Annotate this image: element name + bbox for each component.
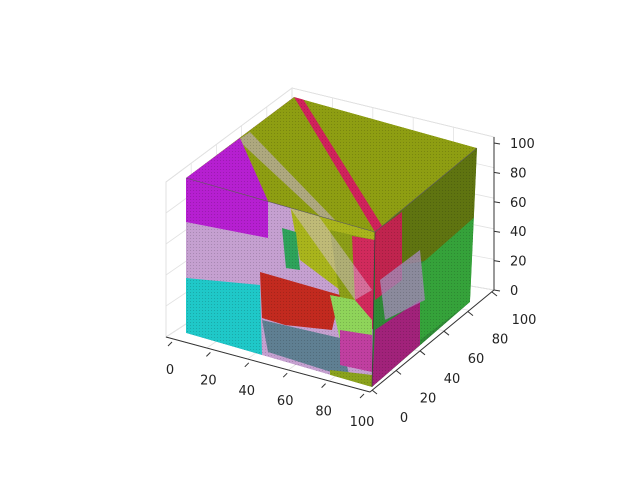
x-axis-tick-label: 80 (315, 405, 332, 420)
z-axis-tick-mark (493, 230, 501, 233)
z-axis-tick-label: 60 (510, 196, 527, 211)
z-axis-ticks: 0 20 40 60 80 100 (493, 137, 535, 299)
z-axis-tick-label: 20 (510, 255, 527, 270)
y-axis-tick-label: 40 (444, 372, 461, 387)
cube-edge-vertical (371, 231, 376, 388)
x-axis-tick-label: 40 (239, 384, 256, 399)
y-axis-tick-mark (395, 370, 402, 375)
y-axis-tick-label: 60 (468, 352, 485, 367)
y-axis-tick-label: 100 (512, 313, 537, 328)
x-axis-line (165, 336, 371, 393)
z-axis-tick-mark (493, 201, 501, 204)
y-axis-tick-mark (443, 330, 450, 336)
y-axis-tick-label: 0 (400, 411, 408, 426)
x-axis-ticks: 0 20 40 60 80 100 (166, 341, 375, 430)
back-grid-line (291, 87, 495, 138)
z-axis-tick-mark (493, 171, 501, 174)
y-axis-tick-label: 20 (420, 391, 437, 406)
x-axis-tick-mark (244, 362, 250, 368)
z-axis-tick-label: 100 (510, 137, 535, 152)
y-axis-tick-mark (419, 350, 426, 356)
y-axis-tick-label: 80 (492, 333, 509, 348)
z-axis-tick-label: 0 (510, 284, 518, 299)
y-axis-tick-mark (467, 311, 474, 316)
x-axis-tick-label: 60 (277, 394, 294, 409)
z-axis-tick-mark (493, 289, 501, 292)
x-axis-tick-label: 0 (166, 363, 174, 378)
x-axis-tick-mark (321, 383, 326, 388)
x-axis-tick-mark (359, 393, 365, 399)
z-axis-tick-label: 40 (510, 225, 527, 240)
x-axis-tick-mark (206, 352, 211, 357)
x-axis-tick-label: 100 (350, 415, 375, 430)
x-axis-tick-mark (167, 341, 173, 347)
x-axis-tick-label: 20 (200, 373, 217, 388)
side-grid-line (165, 87, 293, 183)
z-axis-tick-label: 80 (510, 166, 527, 181)
z-axis-tick-mark (493, 142, 501, 145)
z-axis-tick-mark (493, 260, 501, 263)
y-axis-tick-mark (491, 291, 498, 297)
x-axis-tick-mark (282, 372, 288, 378)
y-axis-tick-mark (371, 389, 378, 395)
y-axis-line (369, 289, 495, 393)
